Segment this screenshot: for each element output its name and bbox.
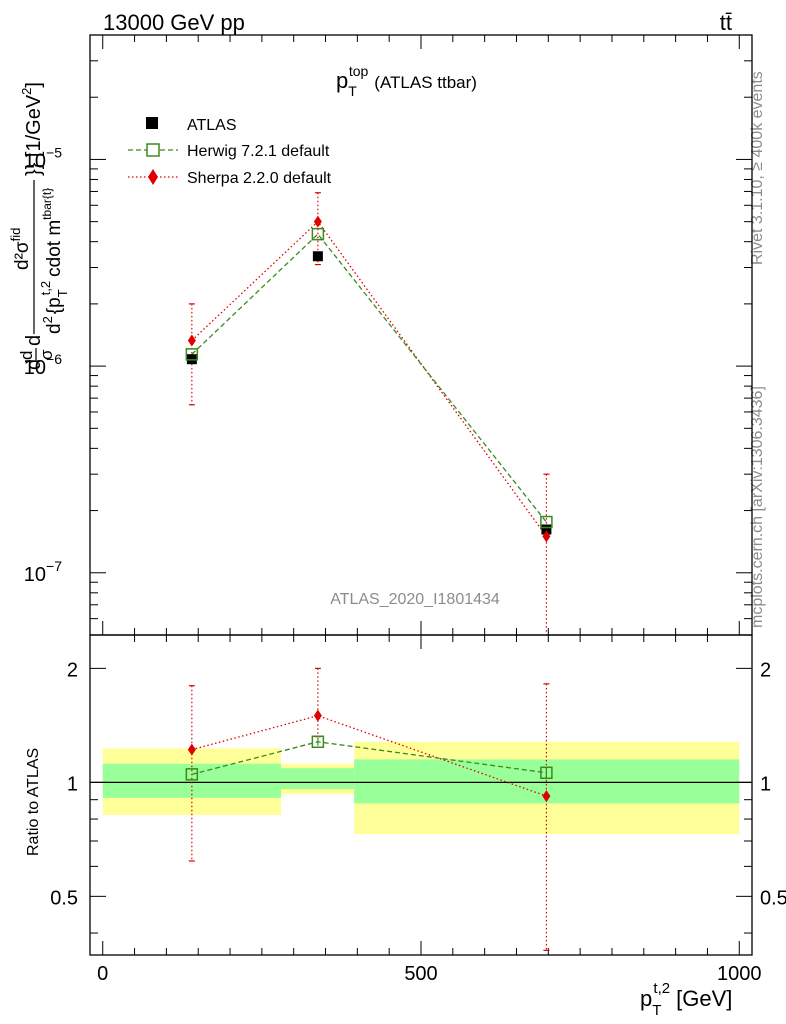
legend-label-sherpa: Sherpa 2.2.0 default (187, 170, 332, 187)
herwig-ratio-point (311, 735, 325, 749)
legend-label-herwig: Herwig 7.2.1 default (187, 143, 330, 160)
atlas-point (312, 251, 323, 262)
main-panel: 10−7 10−6 10−5 (24, 34, 753, 636)
herwig-point (311, 227, 325, 241)
sherpa-ratio-point (542, 790, 551, 803)
x-tick-label: 500 (404, 963, 437, 985)
legend-marker-atlas (146, 117, 158, 129)
ylabel-d: d (23, 359, 45, 370)
ylabel-num: d²σ (12, 241, 33, 270)
svg-text:}} [1/GeV2]: }} [1/GeV2] (19, 82, 45, 176)
y-axis-label-main: d d σ d d²σfid d2{pTt,2cdot mtbar{t} }} … (8, 82, 70, 370)
sherpa-point (187, 334, 196, 347)
rivet-label: Rivet 3.1.10, ≥ 400k events (749, 71, 766, 265)
y-tick-label-ratio-right: 0.5 (760, 887, 786, 909)
x-tick-label: 0 (97, 963, 108, 985)
ylabel-den-mid: cdot m (44, 220, 65, 277)
y-tick-label-main: 10−6 (24, 351, 62, 379)
x-axis-label: pTt,2 [GeV] (640, 980, 732, 1019)
sherpa-line-main (191, 220, 547, 537)
herwig-ratio-point (185, 768, 199, 781)
ylabel-den-sub: T (55, 289, 70, 297)
ylabel-den-sup2: 2 (40, 316, 55, 323)
band-stat-1 (280, 768, 355, 790)
herwig-point (540, 515, 553, 529)
analysis-id: ATLAS_2020_I1801434 (330, 591, 500, 608)
sherpa-point (313, 215, 322, 228)
title-sub: T (348, 83, 357, 99)
x-tick-label: 1000 (717, 963, 762, 985)
xlabel-sub: T (652, 1002, 661, 1019)
herwig-ratio-point (540, 766, 553, 780)
ylabel-d2: d (23, 335, 45, 346)
ylabel-den-end: }} [1/GeV (23, 94, 45, 176)
ylabel-den-sup: t,2 (38, 281, 53, 295)
ylabel-unit-sup: 2 (19, 88, 34, 95)
atlas-point (541, 524, 552, 535)
y-tick-label-ratio-right: 1 (760, 773, 771, 795)
y-tick-label-ratio-left: 2 (67, 659, 78, 681)
sherpa-ratio-point (313, 709, 322, 722)
xlabel-rest: [GeV] (676, 986, 732, 1011)
legend-label-atlas: ATLAS (187, 117, 237, 134)
herwig-point (185, 348, 199, 361)
y-axis-label-ratio: Ratio to ATLAS (25, 748, 42, 856)
ylabel-frac-top: d (17, 351, 36, 360)
y-tick-label-ratio-left: 1 (67, 773, 78, 795)
y-tick-label-main: 10−5 (24, 144, 62, 172)
title-rest: (ATLAS ttbar) (374, 73, 477, 92)
ylabel-num-sup: fid (8, 228, 23, 242)
process-label: tt̄ (720, 10, 732, 35)
xlabel-p: p (640, 986, 652, 1011)
legend: ATLAS Herwig 7.2.1 default Sherpa 2.2.0 … (128, 117, 332, 187)
chart-title: pTtop (ATLAS ttbar) (336, 63, 477, 99)
mcplots-label: mcplots.cern.ch [arXiv:1306.3436] (749, 386, 766, 628)
y-tick-label-ratio-right: 2 (760, 659, 771, 681)
svg-text:d²σfid: d²σfid (8, 228, 33, 270)
sherpa-line-ratio (191, 715, 547, 797)
sherpa-point (542, 530, 551, 543)
ylabel-den-sup-m: tbar{t} (40, 188, 54, 220)
title-sup: top (349, 63, 369, 79)
y-tick-label-ratio-left: 0.5 (50, 887, 78, 909)
sherpa-ratio-point (187, 743, 196, 756)
y-tick-label-main: 10−7 (24, 558, 62, 586)
ratio-panel: 0 500 1000 0.5 0.5 1 1 2 2 (50, 634, 786, 985)
ylabel-den-pre: d (44, 323, 65, 334)
svg-text:d: d (23, 359, 45, 370)
xlabel-sup: t,2 (653, 980, 670, 997)
ylabel-den-body: {p (44, 297, 65, 314)
ylabel-unit-close: ] (23, 82, 45, 88)
title-p: p (336, 68, 348, 93)
legend-marker-sherpa (148, 169, 158, 185)
svg-text:d2{pTt,2cdot mtbar{t}: d2 {pTt,2 cdot mtbar{t} (38, 188, 70, 334)
ylabel-frac-bot: σ (37, 349, 56, 360)
herwig-line-main (191, 233, 547, 523)
energy-label: 13000 GeV pp (103, 10, 245, 35)
legend-marker-herwig (146, 143, 160, 157)
